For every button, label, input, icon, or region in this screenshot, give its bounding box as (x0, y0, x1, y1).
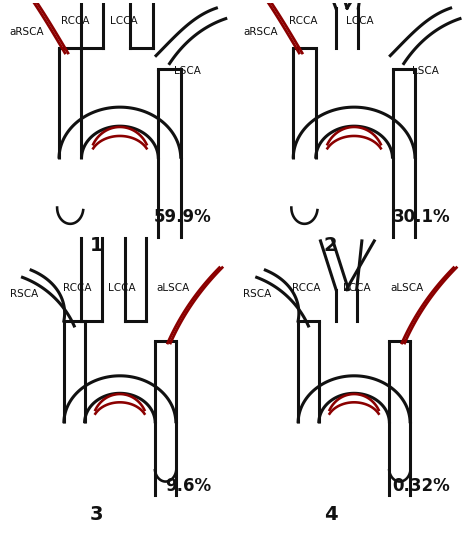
Text: 0.32%: 0.32% (392, 477, 450, 496)
Text: LCCA: LCCA (343, 283, 370, 293)
Text: aLSCA: aLSCA (391, 283, 424, 293)
Text: RCCA: RCCA (292, 283, 320, 293)
Text: 3: 3 (90, 505, 103, 524)
Text: aLSCA: aLSCA (156, 283, 190, 293)
Text: RSCA: RSCA (243, 289, 271, 300)
Text: LCCA: LCCA (346, 16, 374, 26)
Text: RSCA: RSCA (10, 289, 38, 300)
Text: LSCA: LSCA (174, 66, 201, 76)
Text: LCCA: LCCA (110, 16, 137, 26)
Text: 2: 2 (324, 237, 337, 255)
Text: 9.6%: 9.6% (165, 477, 211, 496)
Text: aRSCA: aRSCA (10, 27, 45, 36)
Text: RCCA: RCCA (61, 16, 90, 26)
Text: LCCA: LCCA (109, 283, 136, 293)
Text: 4: 4 (324, 505, 337, 524)
Text: LSCA: LSCA (412, 66, 438, 76)
Text: aRSCA: aRSCA (243, 27, 278, 36)
Text: 1: 1 (90, 237, 103, 255)
Text: 59.9%: 59.9% (154, 208, 211, 226)
Text: 30.1%: 30.1% (392, 208, 450, 226)
Text: RCCA: RCCA (289, 16, 318, 26)
Text: RCCA: RCCA (64, 283, 92, 293)
